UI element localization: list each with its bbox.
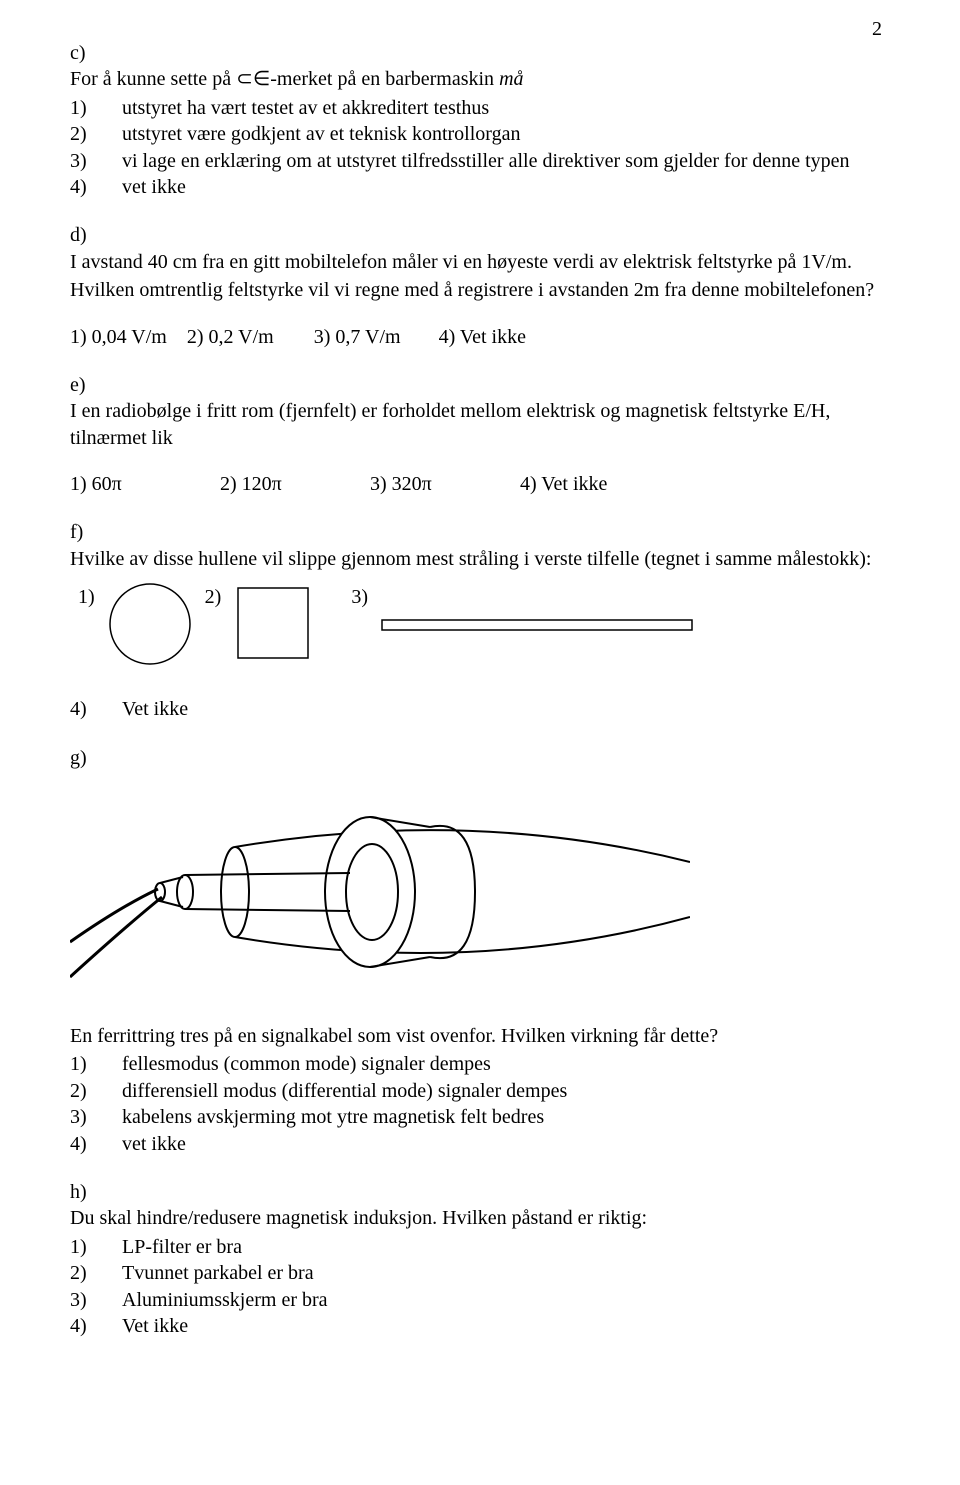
option-number: 3) xyxy=(70,1104,122,1130)
option: 2) 120π xyxy=(220,471,350,497)
shape-label-1: 1) xyxy=(78,580,95,610)
option: 3) 0,7 V/m xyxy=(314,324,401,350)
circle-shape-icon xyxy=(107,580,193,666)
text-emphasis: må xyxy=(499,68,523,90)
question-g-options: 1)fellesmodus (common mode) signaler dem… xyxy=(70,1051,890,1157)
question-e-label: e) xyxy=(70,372,890,398)
shape-label-2: 2) xyxy=(205,580,222,610)
question-f-text: Hvilke av disse hullene vil slippe gjenn… xyxy=(70,546,890,572)
text: -merket på en barbermaskin xyxy=(270,68,499,90)
question-d-text1: I avstand 40 cm fra en gitt mobiltelefon… xyxy=(70,249,890,275)
list-item: 3)Aluminiumsskjerm er bra xyxy=(70,1287,890,1313)
option-text: Vet ikke xyxy=(122,696,188,722)
option-text: kabelens avskjerming mot ytre magnetisk … xyxy=(122,1104,544,1130)
option-number: 3) xyxy=(70,148,122,174)
option-number: 1) xyxy=(70,95,122,121)
page: 2 c) For å kunne sette på ⊂∈-merket på e… xyxy=(0,0,960,1485)
question-e-options: 1) 60π 2) 120π 3) 320π 4) Vet ikke xyxy=(70,471,890,497)
option: 3) 320π xyxy=(370,471,500,497)
option: 1) 60π xyxy=(70,471,200,497)
option-text: vet ikke xyxy=(122,1131,186,1157)
ferrite-cable-diagram xyxy=(70,777,690,1017)
option-number: 2) xyxy=(70,1078,122,1104)
question-d-label: d) xyxy=(70,222,890,248)
page-number: 2 xyxy=(872,18,882,41)
option-text: LP-filter er bra xyxy=(122,1234,242,1260)
question-e-text: I en radiobølge i fritt rom (fjernfelt) … xyxy=(70,398,890,451)
question-g: g) En ferrittring tres på en signalkabel… xyxy=(70,745,890,1157)
text: Hvilke av disse hullene vil slippe gjenn… xyxy=(70,546,890,572)
question-f-label: f) xyxy=(70,519,890,545)
list-item: 1)utstyret ha vært testet av et akkredit… xyxy=(70,95,890,121)
question-c-label: c) xyxy=(70,40,890,66)
square-shape-icon xyxy=(233,580,313,666)
question-c: c) For å kunne sette på ⊂∈-merket på en … xyxy=(70,40,890,200)
list-item: 3)vi lage en erklæring om at utstyret ti… xyxy=(70,148,890,174)
option-number: 2) xyxy=(70,121,122,147)
option-number: 4) xyxy=(70,1131,122,1157)
question-c-options: 1)utstyret ha vært testet av et akkredit… xyxy=(70,95,890,201)
option-text: fellesmodus (common mode) signaler dempe… xyxy=(122,1051,491,1077)
list-item: 1)fellesmodus (common mode) signaler dem… xyxy=(70,1051,890,1077)
list-item: 4)vet ikke xyxy=(70,1131,890,1157)
question-e: e) I en radiobølge i fritt rom (fjernfel… xyxy=(70,372,890,498)
question-h-text: Du skal hindre/redusere magnetisk induks… xyxy=(70,1205,890,1231)
option-number: 4) xyxy=(70,174,122,200)
question-h-options: 1)LP-filter er bra 2)Tvunnet parkabel er… xyxy=(70,1234,890,1340)
slot-shape-icon xyxy=(380,580,700,666)
option-number: 1) xyxy=(70,1234,122,1260)
question-g-label: g) xyxy=(70,745,890,771)
option-number: 1) xyxy=(70,1051,122,1077)
question-d-text2: Hvilken omtrentlig feltstyrke vil vi reg… xyxy=(70,277,890,303)
question-d: d) I avstand 40 cm fra en gitt mobiltele… xyxy=(70,222,890,350)
option-number: 3) xyxy=(70,1287,122,1313)
option-text: differensiell modus (differential mode) … xyxy=(122,1078,567,1104)
option: 4) Vet ikke xyxy=(520,471,607,497)
list-item: 2)utstyret være godkjent av et teknisk k… xyxy=(70,121,890,147)
option-text: utstyret ha vært testet av et akkrediter… xyxy=(122,95,489,121)
question-f: f) Hvilke av disse hullene vil slippe gj… xyxy=(70,519,890,722)
option-number: 2) xyxy=(70,1260,122,1286)
option-number: 4) xyxy=(70,696,122,722)
option-number: 4) xyxy=(70,1313,122,1339)
question-h: h) Du skal hindre/redusere magnetisk ind… xyxy=(70,1179,890,1339)
ce-mark-symbol: ⊂∈ xyxy=(236,68,270,90)
option-text: Tvunnet parkabel er bra xyxy=(122,1260,314,1286)
option-text: Aluminiumsskjerm er bra xyxy=(122,1287,328,1313)
option-text: vet ikke xyxy=(122,174,186,200)
list-item: 2)Tvunnet parkabel er bra xyxy=(70,1260,890,1286)
option: 2) 0,2 V/m xyxy=(187,324,274,350)
option-text: vi lage en erklæring om at utstyret tilf… xyxy=(122,148,850,174)
option: 4) Vet ikke xyxy=(439,324,526,350)
shape-label-3: 3) xyxy=(351,580,368,610)
list-item: 1)LP-filter er bra xyxy=(70,1234,890,1260)
option: 1) 0,04 V/m xyxy=(70,324,167,350)
question-f-option4: 4)Vet ikke xyxy=(70,696,890,722)
list-item: 2)differensiell modus (differential mode… xyxy=(70,1078,890,1104)
question-c-intro: For å kunne sette på ⊂∈-merket på en bar… xyxy=(70,66,890,92)
option-text: Vet ikke xyxy=(122,1313,188,1339)
text: For å kunne sette på xyxy=(70,68,236,90)
list-item: 4)vet ikke xyxy=(70,174,890,200)
list-item: 4)Vet ikke xyxy=(70,1313,890,1339)
question-h-label: h) xyxy=(70,1179,890,1205)
question-g-text: En ferrittring tres på en signalkabel so… xyxy=(70,1023,890,1049)
list-item: 4)Vet ikke xyxy=(70,696,890,722)
list-item: 3)kabelens avskjerming mot ytre magnetis… xyxy=(70,1104,890,1130)
option-text: utstyret være godkjent av et teknisk kon… xyxy=(122,121,520,147)
question-d-options: 1) 0,04 V/m 2) 0,2 V/m 3) 0,7 V/m 4) Vet… xyxy=(70,324,890,350)
question-f-shapes: 1) 2) 3) xyxy=(70,580,890,666)
